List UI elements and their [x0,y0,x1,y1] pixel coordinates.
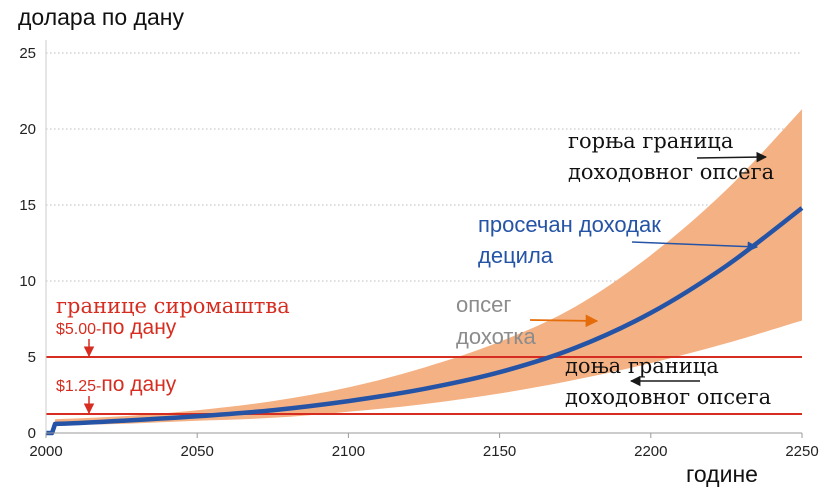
upper-bound-label-line1: горња граница [568,129,733,153]
range-arrow [529,314,599,328]
mean-income-line [46,206,804,436]
range-label-line1: опсег [456,292,511,317]
y-tick-20: 20 [19,121,36,138]
mean-label-line2: децила [478,243,554,268]
mean-arrow [631,241,759,252]
lower-bound-label-line1: доња граница [565,354,719,378]
x-tick-2250: 2250 [785,443,818,460]
poverty-125-suffix: по дану [101,373,176,396]
poverty-5-amount: $5.00- [56,321,101,338]
mean-label-line1: просечан доходак [478,212,661,237]
poverty-5-label: $5.00-по дану [56,316,177,339]
y-tick-25: 25 [19,45,36,62]
range-label-line2: дохотка [456,324,537,349]
x-tick-2000: 2000 [29,443,62,460]
lower-bound-label-line2: доходовног опсега [565,385,771,409]
income-range-band [55,109,803,426]
x-tick-2150: 2150 [483,443,516,460]
x-tick-2200: 2200 [634,443,667,460]
poverty-5-suffix: по дану [101,316,176,339]
y-tick-15: 15 [19,197,36,214]
y-axis-title: долара по дану [18,4,184,30]
x-tick-labels: 2000 2050 2100 2150 2200 2250 [29,433,819,460]
y-tick-5: 5 [28,349,36,366]
y-tick-10: 10 [19,273,36,290]
x-axis-title: године [686,461,758,487]
poverty-125-label: $1.25-по дану [56,373,177,396]
poverty-lines [46,356,802,415]
x-tick-2100: 2100 [332,443,365,460]
poverty-125-amount: $1.25- [56,378,101,395]
y-tick-0: 0 [28,425,36,442]
upper-bound-label-line2: доходовног опсега [568,160,774,184]
upper-bound-arrow [696,151,768,163]
poverty-title: границе сиромаштва [56,294,290,318]
y-tick-labels: 0 5 10 15 20 25 [19,45,36,442]
x-tick-2050: 2050 [181,443,214,460]
